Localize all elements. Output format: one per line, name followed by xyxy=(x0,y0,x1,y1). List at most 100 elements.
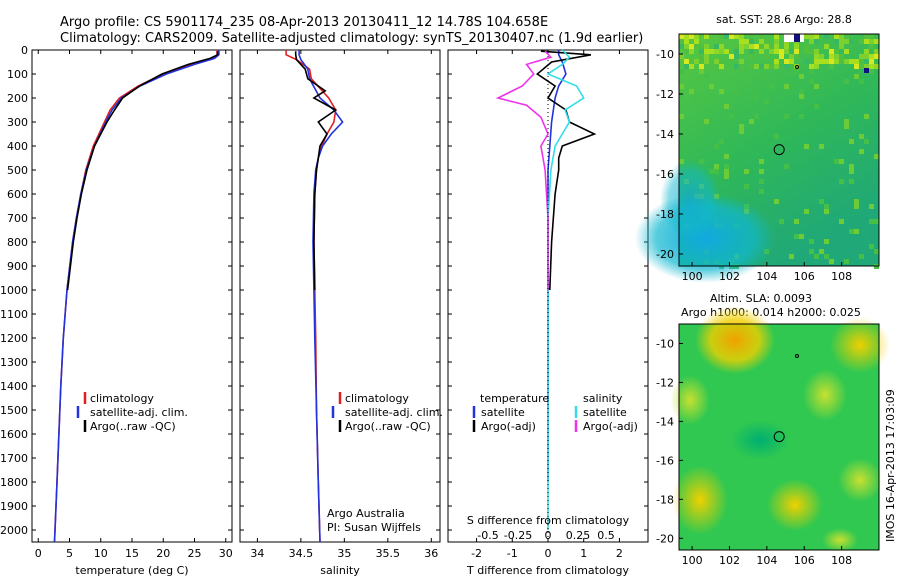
depth-tick-label: 0 xyxy=(21,44,28,57)
sst-pixel xyxy=(724,104,729,109)
sst-pixel xyxy=(689,49,694,54)
sst-pixel xyxy=(824,59,829,64)
sst-pixel xyxy=(814,54,819,59)
sst-pixel xyxy=(724,34,729,39)
sst-pixel xyxy=(864,54,869,59)
sst-pixel xyxy=(844,59,849,64)
map-tick-label: 108 xyxy=(831,270,852,283)
depth-tick-label: 100 xyxy=(7,68,28,81)
sst-pixel xyxy=(709,94,714,99)
sst-map-axes: 100 102 104 106 108 -10 -12 -14 -16 -18 -20 xyxy=(656,48,852,283)
map-tick-label: 104 xyxy=(756,270,777,283)
sst-pixel xyxy=(704,64,709,69)
salinity-legend: climatology satellite-adj. clim. Argo(..… xyxy=(331,392,443,433)
sst-pixel xyxy=(839,179,844,184)
legend-s-argo: Argo(-adj) xyxy=(583,420,638,433)
sst-pixel xyxy=(754,49,759,54)
argo-position-marker xyxy=(773,431,785,443)
sst-pixel xyxy=(804,209,809,214)
sst-pixel xyxy=(774,59,779,64)
sst-pixel xyxy=(714,44,719,49)
sst-pixel xyxy=(734,49,739,54)
sst-pixel xyxy=(704,34,709,39)
sst-pixel xyxy=(839,44,844,49)
series-line xyxy=(546,49,585,530)
argo-position-marker xyxy=(773,144,785,156)
series-line xyxy=(495,50,553,290)
temperature-plot: 0 5 10 15 20 25 30 xyxy=(35,50,233,560)
sst-pixel xyxy=(679,114,684,119)
sst-pixel xyxy=(859,79,864,84)
sst-pixel xyxy=(844,259,849,264)
map-tick-label: 100 xyxy=(682,270,703,283)
depth-tick-label: 700 xyxy=(7,212,28,225)
x-tick-label: 1 xyxy=(580,547,587,560)
sst-pixel xyxy=(824,254,829,259)
sst-pixel xyxy=(869,204,874,209)
sst-pixel xyxy=(689,34,694,39)
depth-tick-label: 1100 xyxy=(0,308,28,321)
sst-pixel xyxy=(704,119,709,124)
sst-pixel xyxy=(814,59,819,64)
map-tick-label: -18 xyxy=(656,493,674,506)
x-tick-label: 25 xyxy=(188,547,202,560)
legend-argo: Argo(..raw -QC) xyxy=(345,420,431,433)
sst-pixel xyxy=(759,49,764,54)
sst-pixel xyxy=(759,39,764,44)
sst-pixel xyxy=(739,129,744,134)
sst-pixel xyxy=(809,79,814,84)
sst-pixel xyxy=(794,34,800,42)
header-line2: Climatology: CARS2009. Satellite-adjuste… xyxy=(60,31,643,46)
legend-header-temperature: temperature xyxy=(480,392,549,405)
sst-pixel xyxy=(764,54,769,59)
sst-pixel xyxy=(749,54,754,59)
sla-map-title-1: Altim. SLA: 0.0093 xyxy=(710,292,812,305)
depth-tick-label: 900 xyxy=(7,260,28,273)
sst-pixel xyxy=(729,54,734,59)
x-tick-label: 15 xyxy=(125,547,139,560)
sst-pixel xyxy=(799,94,804,99)
map-tick-label: -16 xyxy=(656,454,674,467)
map-tick-label: 108 xyxy=(831,554,852,567)
sst-pixel xyxy=(859,44,864,49)
sst-pixel xyxy=(824,209,829,214)
sst-pixel xyxy=(784,44,789,49)
sst-pixel xyxy=(739,59,744,64)
sst-pixel xyxy=(729,114,734,119)
sst-pixel xyxy=(709,49,714,54)
sst-pixel xyxy=(744,184,749,189)
legend-header-salinity: salinity xyxy=(583,392,623,405)
sst-pixel xyxy=(724,164,729,169)
island-marker xyxy=(795,354,799,358)
sst-pixel xyxy=(809,69,814,74)
legend-satellite: satellite-adj. clim. xyxy=(345,406,443,419)
sst-pixel xyxy=(839,54,844,59)
sst-pixel xyxy=(839,159,844,164)
sst-pixel xyxy=(799,89,804,94)
sst-pixel xyxy=(774,39,779,44)
sst-pixel xyxy=(874,39,879,44)
sst-pixel xyxy=(834,54,839,59)
map-tick-label: -10 xyxy=(656,337,674,350)
series-line xyxy=(294,51,338,291)
sst-pixel xyxy=(689,89,694,94)
sst-pixel xyxy=(684,59,689,64)
sst-pixel xyxy=(759,64,764,69)
sst-pixel xyxy=(764,64,769,69)
series-line xyxy=(66,51,219,291)
x-tick-label: 2 xyxy=(616,547,623,560)
sst-pixel xyxy=(874,154,879,159)
sst-pixel xyxy=(794,64,799,69)
sst-pixel xyxy=(714,59,719,64)
sst-pixel xyxy=(734,89,739,94)
sla-field-blob xyxy=(695,306,775,374)
salinity-xlabel: salinity xyxy=(320,564,360,577)
footer-stamp: IMOS 16-Apr-2013 17:03:09 xyxy=(884,389,897,542)
salinity-panel-frame xyxy=(239,49,441,543)
sst-pixel xyxy=(724,49,729,54)
sst-pixel xyxy=(694,39,699,44)
map-tick-label: -12 xyxy=(656,376,674,389)
sst-pixel xyxy=(774,199,779,204)
temperature-xlabel: temperature (deg C) xyxy=(75,564,188,577)
sst-pixel xyxy=(684,34,689,39)
